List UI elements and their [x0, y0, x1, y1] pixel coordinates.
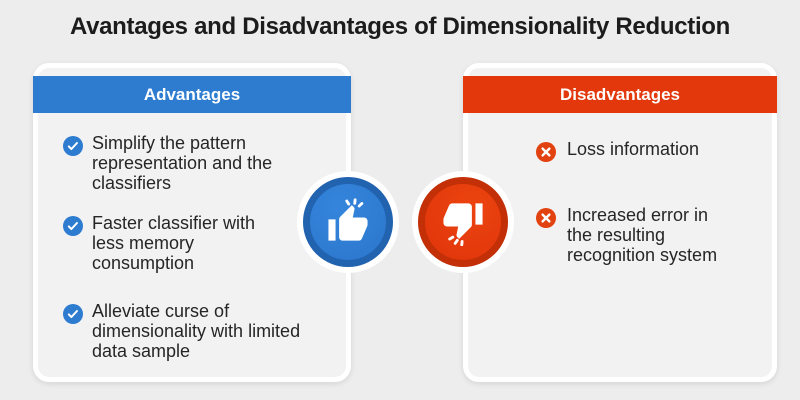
x-circle-icon: [536, 208, 556, 228]
check-circle-icon: [63, 216, 83, 236]
disadvantages-header-label: Disadvantages: [560, 84, 680, 104]
disadvantage-item-text: Loss information: [567, 139, 700, 159]
advantage-item-text: Alleviate curse of dimensionality with l…: [92, 301, 301, 361]
thumbs-down-icon: [443, 203, 483, 246]
list-item: Increased error in the resulting recogni…: [536, 205, 717, 265]
check-circle-icon: [63, 136, 83, 156]
x-circle-icon: [536, 142, 556, 162]
list-item: Loss information: [536, 139, 699, 162]
list-item: Alleviate curse of dimensionality with l…: [63, 301, 300, 361]
disadvantages-card: Disadvantages Loss information Increased…: [463, 63, 777, 382]
advantage-item-text: Faster classifier with less memory consu…: [92, 213, 256, 273]
advantage-item-text: Simplify the pattern representation and …: [92, 133, 273, 193]
thumbs-up-badge: [303, 177, 393, 267]
check-circle-icon: [63, 304, 83, 324]
page-title: Avantages and Disadvantages of Dimension…: [69, 13, 731, 40]
advantages-header-ribbon: Advantages: [33, 76, 351, 113]
thumbs-up-icon: [328, 198, 368, 241]
list-item: Simplify the pattern representation and …: [63, 133, 272, 193]
advantages-card: Advantages Simplify the pattern represen…: [33, 63, 351, 382]
disadvantages-header-ribbon: Disadvantages: [463, 76, 777, 113]
disadvantage-item-text: Increased error in the resulting recogni…: [567, 205, 718, 265]
list-item: Faster classifier with less memory consu…: [63, 213, 255, 273]
advantages-header-label: Advantages: [143, 84, 241, 104]
thumbs-down-badge: [418, 177, 508, 267]
